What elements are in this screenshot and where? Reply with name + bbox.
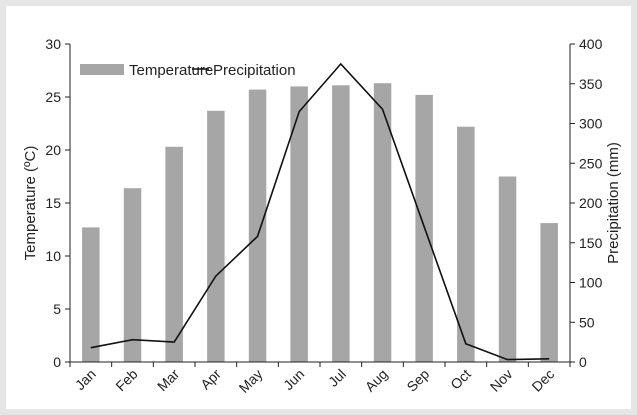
right-tick-label: 100 <box>579 275 603 291</box>
x-tick-label-sep: Sep <box>403 366 432 395</box>
left-tick-label: 30 <box>45 36 61 52</box>
temperature-bar-aug <box>373 83 392 362</box>
right-tick-label: 250 <box>579 155 603 171</box>
x-tick-label-oct: Oct <box>447 366 474 393</box>
temperature-bar-apr <box>207 110 225 362</box>
right-tick-label: 400 <box>579 36 603 52</box>
temperature-bar-jul <box>332 85 350 363</box>
chart: 0 5 10 15 20 25 30 0 50 100 150 200 250 300 350 400 Ja… <box>22 36 622 396</box>
temperature-bars <box>82 83 558 363</box>
legend-temperature-label: Temperature <box>129 62 213 79</box>
temperature-bar-jun <box>290 86 308 363</box>
right-tick-label: 0 <box>579 354 587 370</box>
x-tick-label-aug: Aug <box>362 366 391 395</box>
temperature-bar-dec <box>540 223 558 362</box>
temperature-bar-may <box>248 89 267 362</box>
chart-frame: 0 5 10 15 20 25 30 0 50 100 150 200 250 300 350 400 Ja… <box>6 6 631 409</box>
left-tick-label: 20 <box>45 142 61 158</box>
x-tick-label-feb: Feb <box>112 366 141 395</box>
left-tick-label: 25 <box>45 89 61 105</box>
precipitation-line <box>90 62 550 361</box>
right-tick-label: 50 <box>579 314 595 330</box>
temperature-bar-nov <box>498 176 517 362</box>
x-ticks: Jan Feb Mar Apr May Jun Jul Aug Sep Oct Nov Dec <box>69 362 571 396</box>
temperature-bar-jan <box>82 227 100 362</box>
left-y-ticks: 0 5 10 15 20 25 30 <box>45 36 70 370</box>
left-tick-label: 0 <box>53 354 61 370</box>
right-tick-label: 300 <box>579 116 603 132</box>
legend-precipitation-label: Precipitation <box>213 62 296 79</box>
left-tick-label: 10 <box>45 248 61 264</box>
x-tick-label-nov: Nov <box>487 366 516 395</box>
left-y-axis-title: Temperature (ºC) <box>22 146 39 261</box>
x-tick-label-dec: Dec <box>528 366 557 395</box>
x-tick-label-jun: Jun <box>280 366 307 393</box>
x-tick-label-may: May <box>236 366 266 396</box>
left-tick-label: 5 <box>53 301 61 317</box>
temperature-bar-feb <box>123 188 142 362</box>
right-y-ticks: 0 50 100 150 200 250 300 350 400 <box>570 36 603 370</box>
right-tick-label: 150 <box>579 235 603 251</box>
right-y-axis-title: Precipitation (mm) <box>605 142 622 264</box>
temperature-bar-mar <box>165 146 183 362</box>
x-tick-label-mar: Mar <box>154 366 183 395</box>
temperature-bar-oct <box>457 126 475 362</box>
x-tick-label-jul: Jul <box>325 366 349 390</box>
legend: Temperature Precipitation <box>80 62 296 79</box>
right-tick-label: 350 <box>579 76 603 92</box>
left-tick-label: 15 <box>45 195 61 211</box>
axes <box>69 44 571 363</box>
x-tick-label-jan: Jan <box>72 366 99 393</box>
right-tick-label: 200 <box>579 195 603 211</box>
legend-temperature-swatch <box>80 64 124 75</box>
x-tick-label-apr: Apr <box>197 366 224 393</box>
